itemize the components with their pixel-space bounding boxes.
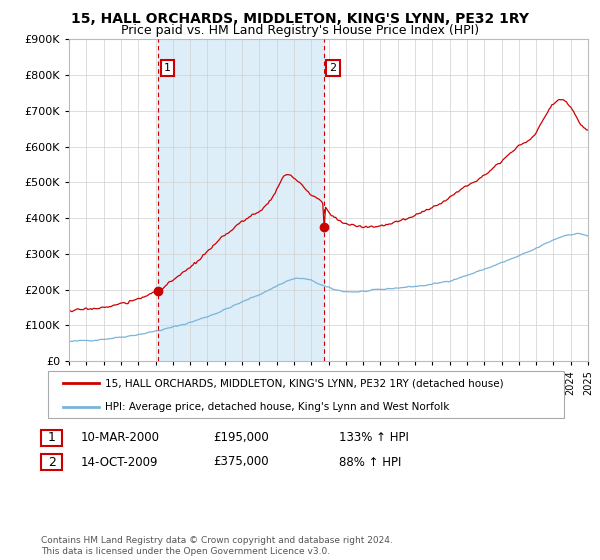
Bar: [158, 39, 324, 361]
Text: 1: 1: [47, 431, 56, 445]
Text: 14-OCT-2009: 14-OCT-2009: [81, 455, 158, 469]
Text: Contains HM Land Registry data © Crown copyright and database right 2024.
This d: Contains HM Land Registry data © Crown c…: [41, 536, 392, 556]
Text: 2: 2: [329, 63, 337, 73]
Text: Price paid vs. HM Land Registry's House Price Index (HPI): Price paid vs. HM Land Registry's House …: [121, 24, 479, 36]
Text: £195,000: £195,000: [213, 431, 269, 445]
Text: £375,000: £375,000: [213, 455, 269, 469]
Text: 15, HALL ORCHARDS, MIDDLETON, KING'S LYNN, PE32 1RY (detached house): 15, HALL ORCHARDS, MIDDLETON, KING'S LYN…: [105, 378, 503, 388]
Text: 133% ↑ HPI: 133% ↑ HPI: [339, 431, 409, 445]
Text: 2: 2: [47, 455, 56, 469]
Text: 15, HALL ORCHARDS, MIDDLETON, KING'S LYNN, PE32 1RY: 15, HALL ORCHARDS, MIDDLETON, KING'S LYN…: [71, 12, 529, 26]
Text: 10-MAR-2000: 10-MAR-2000: [81, 431, 160, 445]
Text: 88% ↑ HPI: 88% ↑ HPI: [339, 455, 401, 469]
Text: 1: 1: [164, 63, 170, 73]
Text: HPI: Average price, detached house, King's Lynn and West Norfolk: HPI: Average price, detached house, King…: [105, 402, 449, 412]
